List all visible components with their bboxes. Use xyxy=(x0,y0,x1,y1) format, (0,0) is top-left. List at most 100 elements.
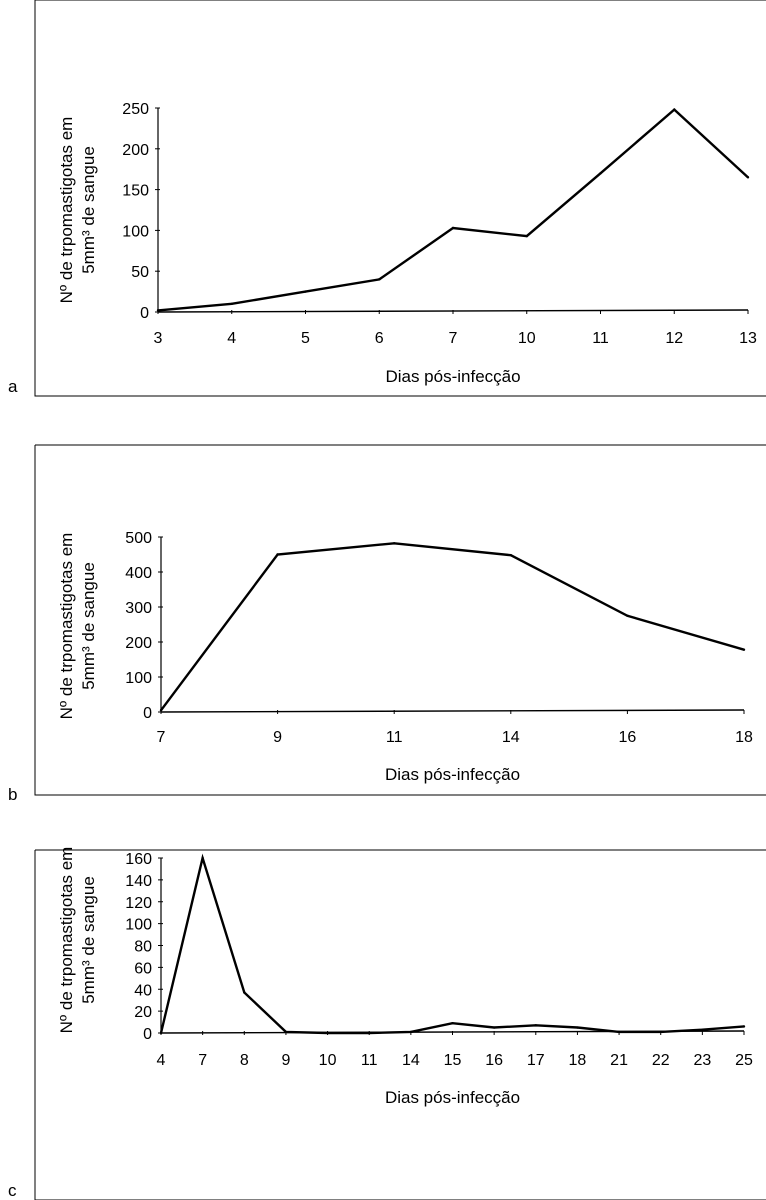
x-axis-title: Dias pós-infecção xyxy=(385,765,520,784)
y-tick-label: 150 xyxy=(122,183,149,200)
x-tick-label: 18 xyxy=(735,729,753,746)
data-point xyxy=(326,1031,329,1035)
x-tick-label: 22 xyxy=(652,1052,670,1069)
y-tick-label: 60 xyxy=(134,960,152,977)
x-tick-label: 10 xyxy=(319,1052,337,1069)
data-point xyxy=(159,1031,163,1035)
y-axis-title-line2: 5mm³ de sangue xyxy=(79,876,98,1004)
y-axis-title-line1: Nº de trpomastigotas em xyxy=(57,847,76,1034)
series-line xyxy=(160,542,745,712)
y-tick-label: 500 xyxy=(125,530,152,547)
panel-frame xyxy=(34,444,766,796)
y-tick-label: 0 xyxy=(143,705,152,722)
data-point xyxy=(159,709,163,712)
data-point xyxy=(409,1030,413,1034)
y-tick-label: 100 xyxy=(125,917,152,934)
panel-frame xyxy=(34,849,766,1200)
y-tick-label: 300 xyxy=(125,600,152,617)
x-tick-label: 8 xyxy=(240,1052,249,1069)
y-tick-label: 0 xyxy=(140,305,149,322)
data-point xyxy=(451,1021,454,1025)
x-axis-title: Dias pós-infecção xyxy=(385,367,520,386)
panel-letter: b xyxy=(8,785,17,804)
x-tick-label: 4 xyxy=(227,330,236,347)
x-tick-label: 23 xyxy=(693,1052,711,1069)
x-tick-label: 10 xyxy=(518,330,536,347)
data-point xyxy=(626,614,629,617)
data-point xyxy=(393,542,396,545)
x-tick-label: 7 xyxy=(449,330,458,347)
x-tick-label: 5 xyxy=(301,330,310,347)
y-tick-label: 120 xyxy=(125,895,152,912)
data-point xyxy=(509,554,512,557)
data-point xyxy=(534,1024,537,1027)
y-tick-label: 250 xyxy=(122,101,149,118)
y-axis-title-line2: 5mm³ de sangue xyxy=(79,562,98,690)
data-point xyxy=(742,1025,746,1028)
data-point xyxy=(659,1030,662,1034)
y-tick-label: 200 xyxy=(125,635,152,652)
data-point xyxy=(576,1026,579,1029)
y-tick-label: 80 xyxy=(134,939,152,956)
x-tick-label: 12 xyxy=(665,330,683,347)
data-point xyxy=(525,234,528,238)
y-tick-label: 140 xyxy=(125,873,152,890)
data-point xyxy=(201,856,204,860)
data-point xyxy=(304,290,307,293)
x-tick-label: 9 xyxy=(281,1052,290,1069)
x-tick-label: 4 xyxy=(157,1052,166,1069)
panel-frame xyxy=(34,0,766,397)
y-tick-label: 400 xyxy=(125,565,152,582)
x-tick-label: 13 xyxy=(739,330,757,347)
x-tick-label: 14 xyxy=(502,729,520,746)
panel-letter: a xyxy=(8,377,18,396)
data-point xyxy=(276,553,279,556)
x-tick-label: 7 xyxy=(198,1052,207,1069)
x-axis-line xyxy=(160,709,745,713)
data-point xyxy=(617,1030,621,1034)
chart-panel-b: b 0 100 200 300 400 500 7 9 11 14 16 18 Dias pós-infe… xyxy=(8,444,766,804)
series-line xyxy=(159,853,745,1035)
x-tick-label: 16 xyxy=(485,1052,503,1069)
data-point xyxy=(746,176,750,179)
x-axis-title: Dias pós-infecção xyxy=(385,1088,520,1107)
chart-panel-c: c 0 20 40 60 80 100 120 140 160 4 7 8 9 10 11 14 15 16 17 18… xyxy=(8,847,766,1200)
data-point xyxy=(673,108,676,111)
panel-letter: c xyxy=(8,1181,17,1200)
series-line xyxy=(157,107,749,312)
x-tick-label: 3 xyxy=(154,330,163,347)
x-tick-label: 21 xyxy=(610,1052,628,1069)
data-point xyxy=(492,1026,496,1029)
x-tick-label: 15 xyxy=(444,1052,462,1069)
y-axis-title-line1: Nº de trpomastigotas em xyxy=(57,533,76,720)
x-tick-label: 17 xyxy=(527,1052,545,1069)
data-point xyxy=(156,309,160,312)
data-point xyxy=(599,172,602,175)
y-axis-title-line2: 5mm³ de sangue xyxy=(79,146,98,274)
x-tick-label: 11 xyxy=(592,330,609,347)
x-tick-label: 11 xyxy=(386,729,403,746)
y-tick-label: 0 xyxy=(143,1026,152,1043)
x-tick-label: 16 xyxy=(619,729,637,746)
data-point xyxy=(368,1031,371,1035)
x-tick-label: 25 xyxy=(735,1052,753,1069)
x-tick-label: 6 xyxy=(375,330,384,347)
y-tick-label: 160 xyxy=(125,851,152,868)
data-point xyxy=(451,226,455,230)
data-point xyxy=(378,278,381,281)
data-point xyxy=(742,648,746,651)
y-tick-label: 100 xyxy=(125,670,152,687)
y-tick-label: 50 xyxy=(131,264,149,281)
x-tick-label: 11 xyxy=(361,1052,378,1069)
x-tick-label: 18 xyxy=(569,1052,587,1069)
data-point xyxy=(284,1030,288,1034)
y-tick-label: 200 xyxy=(122,142,149,159)
y-tick-label: 40 xyxy=(134,982,152,999)
y-tick-label: 100 xyxy=(122,223,149,240)
data-point xyxy=(701,1028,704,1031)
data-point xyxy=(243,991,246,994)
x-tick-label: 14 xyxy=(402,1052,420,1069)
data-point xyxy=(230,302,233,306)
y-tick-label: 20 xyxy=(134,1004,152,1021)
